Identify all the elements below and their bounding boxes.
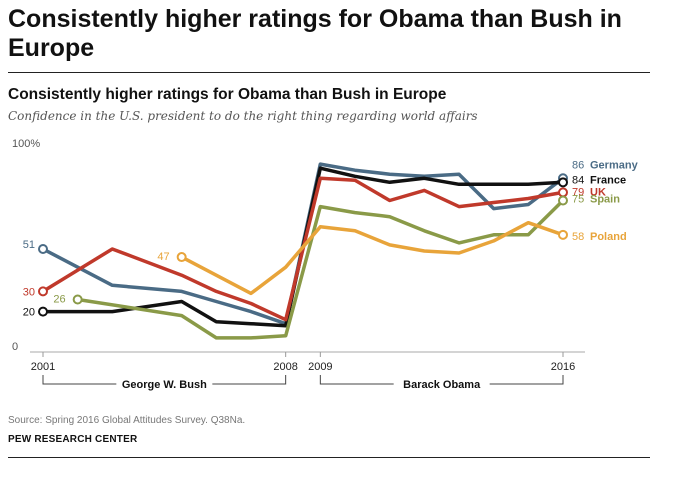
- start-marker-france: [38, 306, 48, 317]
- start-value-label: 26: [53, 293, 65, 305]
- period-label-bg: [116, 377, 213, 391]
- page-title: Consistently higher ratings for Obama th…: [8, 5, 622, 62]
- top-divider: [8, 72, 650, 73]
- period-label: Barack Obama: [403, 379, 481, 391]
- series-line-france: [41, 166, 565, 328]
- start-value-label: 51: [23, 239, 35, 251]
- end-marker-france: [558, 177, 568, 188]
- chart-title: Consistently higher ratings for Obama th…: [8, 86, 447, 103]
- end-value-label: 58: [572, 231, 584, 243]
- period-label-bg: [393, 377, 490, 391]
- series-name-label: Germany: [590, 159, 639, 171]
- start-marker-uk: [38, 286, 48, 297]
- x-tick-label: 2016: [551, 361, 575, 373]
- series-line-poland: [179, 220, 565, 296]
- start-value-label: 20: [23, 307, 35, 319]
- end-value-label: 79: [572, 186, 584, 198]
- series-name-label: UK: [590, 186, 606, 198]
- chart-subtitle: Confidence in the U.S. president to do t…: [8, 109, 478, 123]
- start-marker-poland: [176, 252, 187, 263]
- source-note: Source: Spring 2016 Global Attitudes Sur…: [8, 415, 246, 426]
- end-marker-poland: [558, 229, 568, 240]
- start-marker-germany: [38, 243, 48, 254]
- start-value-label: 30: [23, 286, 35, 298]
- y-tick-label: 100%: [12, 138, 40, 150]
- bottom-divider: [8, 457, 650, 458]
- start-value-label: 47: [157, 251, 169, 263]
- end-value-label: 75: [572, 194, 584, 206]
- org-credit: PEW RESEARCH CENTER: [8, 434, 138, 445]
- end-marker-spain: [558, 195, 568, 206]
- series-name-label: Spain: [590, 194, 620, 206]
- series-name-label: France: [590, 174, 626, 186]
- start-marker-spain: [72, 294, 83, 305]
- series-name-label: Poland: [590, 231, 627, 243]
- end-marker-uk: [558, 187, 568, 198]
- x-tick-label: 2001: [31, 361, 55, 373]
- series-line-uk: [41, 176, 565, 322]
- end-value-label: 86: [572, 159, 584, 171]
- series-line-spain: [75, 198, 565, 340]
- x-tick-label: 2008: [273, 361, 297, 373]
- y-tick-label: 0: [12, 341, 18, 353]
- x-tick-label: 2009: [308, 361, 332, 373]
- end-value-label: 84: [572, 174, 584, 186]
- period-label: George W. Bush: [122, 379, 207, 391]
